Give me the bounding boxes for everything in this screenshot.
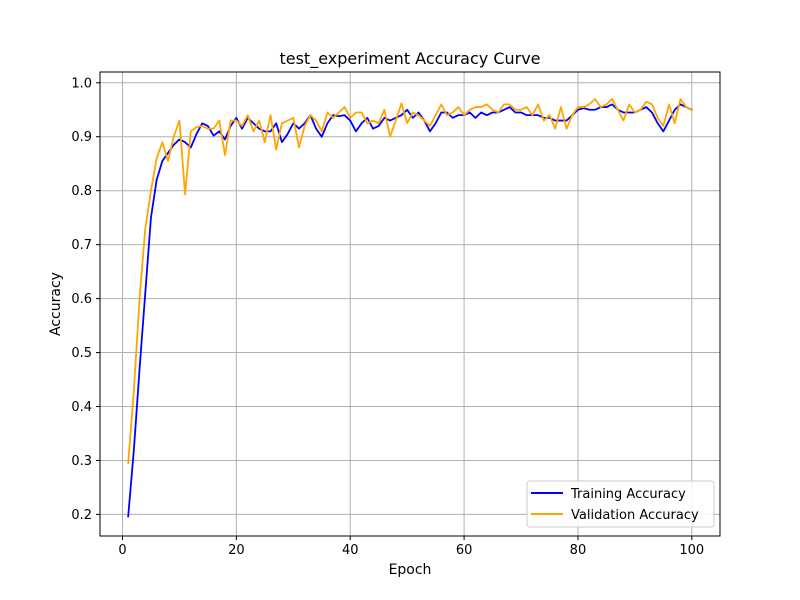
- y-tick-label: 1.0: [71, 76, 92, 91]
- legend-box: [526, 480, 715, 528]
- series-layer: [127, 98, 693, 518]
- legend: Training Accuracy Validation Accuracy: [526, 480, 715, 528]
- legend-label-validation: Validation Accuracy: [571, 508, 699, 523]
- x-tick-label: 100: [679, 543, 704, 558]
- legend-label-training: Training Accuracy: [570, 487, 686, 502]
- plot-frame: [99, 71, 721, 537]
- plot-background: [100, 72, 720, 536]
- y-tick-label: 0.7: [71, 238, 92, 253]
- y-axis-label: Accuracy: [48, 272, 64, 336]
- y-tick-label: 0.6: [71, 292, 92, 307]
- y-tick-label: 0.3: [71, 454, 92, 469]
- chart-title: test_experiment Accuracy Curve: [279, 49, 540, 69]
- x-tick-label: 60: [456, 543, 473, 558]
- x-tick-label: 0: [118, 543, 126, 558]
- x-tick-label: 40: [342, 543, 359, 558]
- grid-lines: [100, 72, 720, 536]
- x-tick-label: 80: [570, 543, 587, 558]
- y-tick-label: 0.4: [71, 400, 92, 415]
- axis-ticks: 0 20 40 60 80 100 0.2 0.3 0.4 0.5 0.6 0.7 0.8 0.9 1.0: [71, 76, 704, 558]
- validation-accuracy-line: [127, 98, 693, 465]
- y-tick-label: 0.5: [71, 346, 92, 361]
- y-tick-label: 0.8: [71, 184, 92, 199]
- y-tick-label: 0.9: [71, 130, 92, 145]
- y-tick-label: 0.2: [71, 508, 92, 523]
- x-tick-label: 20: [228, 543, 245, 558]
- x-axis-label: Epoch: [389, 562, 432, 578]
